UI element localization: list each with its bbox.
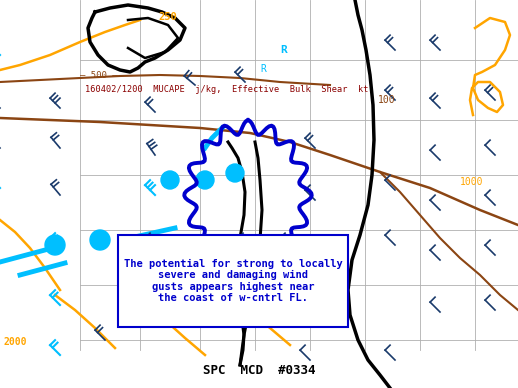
Circle shape bbox=[226, 164, 244, 182]
Circle shape bbox=[161, 171, 179, 189]
Text: 2000: 2000 bbox=[4, 337, 27, 347]
Circle shape bbox=[196, 171, 214, 189]
Text: The potential for strong to locally
severe and damaging wind
gusts appears highe: The potential for strong to locally seve… bbox=[124, 258, 342, 303]
Text: SPC  MCD  #0334: SPC MCD #0334 bbox=[203, 364, 315, 376]
FancyBboxPatch shape bbox=[118, 235, 348, 327]
Text: 250: 250 bbox=[158, 12, 177, 22]
Text: 100: 100 bbox=[378, 95, 396, 105]
Text: 160402/1200  MUCAPE  j/kg,  Effective  Bulk  Shear  kt: 160402/1200 MUCAPE j/kg, Effective Bulk … bbox=[85, 85, 368, 94]
Circle shape bbox=[90, 230, 110, 250]
Text: R: R bbox=[260, 64, 266, 74]
Text: R: R bbox=[280, 45, 287, 55]
Text: 1000: 1000 bbox=[460, 177, 483, 187]
Circle shape bbox=[45, 235, 65, 255]
Text: — 500 —: — 500 — bbox=[80, 71, 118, 80]
